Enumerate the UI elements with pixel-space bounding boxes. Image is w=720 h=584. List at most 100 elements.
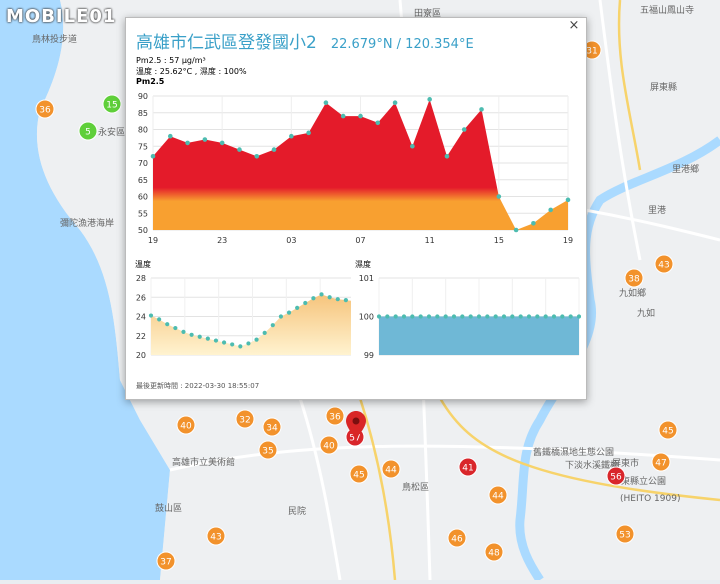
map-marker-value: 44 (492, 492, 504, 502)
pm25-point (358, 113, 363, 119)
humchart-point (443, 314, 448, 319)
map-marker[interactable]: 36 (35, 99, 55, 119)
map-marker[interactable]: 40 (319, 435, 339, 455)
highway-network (358, 0, 720, 581)
map-marker-value: 31 (586, 47, 597, 57)
map-marker-dot (624, 268, 644, 288)
humchart-point (551, 314, 557, 319)
tempchart-point (343, 298, 348, 303)
map-marker[interactable]: 15 (102, 94, 122, 114)
map-marker[interactable]: 45 (658, 420, 678, 440)
humchart-ytick: 100 (359, 313, 374, 322)
sensor-markers[interactable]: 36 15 5 43 40 31 32 43 38 37 34 35 57 36 40 41 44 45 44 56 4… (35, 40, 678, 571)
tempchart-point (238, 344, 243, 349)
humchart-point (510, 314, 515, 319)
map-marker-dot (381, 459, 401, 479)
map-label: 鳥松區 (402, 481, 429, 493)
close-icon[interactable]: × (568, 18, 580, 33)
map-marker[interactable]: 36 (325, 406, 345, 426)
pm25-ytick: 60 (138, 193, 148, 202)
tempchart-point (189, 332, 194, 337)
selected-station-pin[interactable] (346, 411, 366, 438)
pm25-point (254, 154, 260, 159)
map-marker-dot (319, 435, 339, 455)
map-label: 彌陀漁港海岸 (60, 217, 114, 229)
map-marker[interactable]: 37 (156, 551, 176, 571)
map-label: 屏東市 (612, 457, 639, 469)
map-marker-value: 38 (628, 275, 640, 285)
map-marker-dot (102, 94, 122, 114)
pm25-point (375, 120, 381, 126)
map-label: 九如 (637, 307, 655, 319)
humchart-area (379, 316, 579, 355)
tempchart-point (254, 337, 259, 342)
humchart-point (501, 314, 507, 319)
tempchart-point (213, 338, 219, 343)
tempchart-point (230, 342, 235, 347)
pm25-xtick: 11 (425, 236, 435, 245)
map-marker-value: 47 (655, 459, 666, 469)
pm25-point (271, 147, 277, 152)
map-marker[interactable]: 34 (262, 417, 282, 437)
map-marker-value: 36 (39, 106, 51, 116)
map-marker-value: 35 (262, 447, 273, 457)
map-marker[interactable]: 5 (78, 121, 98, 141)
station-popup: × 高雄市仁武區登發國小2 22.679°N / 120.354°E Pm2.5 … (125, 17, 587, 400)
popup-title: 高雄市仁武區登發國小2 22.679°N / 120.354°E (136, 28, 474, 53)
tempchart-ytick: 24 (136, 313, 146, 322)
pm25-point (410, 143, 415, 149)
pm25-point (479, 107, 484, 112)
map-label: (HEITO 1909) (620, 494, 680, 504)
pm25-ytick: 85 (138, 109, 148, 118)
map-label: 五福山鳳山寺 (640, 4, 694, 16)
tempchart-point (262, 330, 267, 335)
map-marker-value: 56 (610, 473, 622, 483)
pm25-ytick: 55 (138, 209, 148, 218)
pm25-chart: 50 55 60 65 70 75 80 85 90 19 23 03 07 11 15 19 (138, 92, 573, 245)
pm25-point (150, 154, 156, 159)
tempchart-ytick: 28 (136, 274, 146, 283)
tempchart-point (278, 314, 284, 319)
pm25-ytick: 65 (138, 176, 148, 185)
map-marker[interactable]: 56 (606, 466, 626, 486)
map-marker[interactable]: 38 (624, 268, 644, 288)
map-marker[interactable]: 44 (381, 459, 401, 479)
map-label: 下淡水溪鐵橋 (565, 459, 619, 471)
map-marker[interactable]: 41 (458, 457, 478, 477)
pm25-point (202, 137, 208, 142)
humchart-point (518, 314, 523, 319)
map-label: 里港鄉 (672, 163, 699, 175)
humchart-ytick: 101 (359, 274, 374, 283)
station-coords: 22.679°N / 120.354°E (330, 37, 474, 52)
tempchart-ytick: 26 (136, 293, 146, 302)
map-marker-value: 44 (385, 466, 397, 476)
map-marker[interactable]: 35 (258, 440, 278, 460)
map-marker-dot (658, 420, 678, 440)
map-marker[interactable]: 40 (176, 415, 196, 435)
humchart-point (543, 314, 548, 319)
map-marker-dot (262, 417, 282, 437)
humchart-point (568, 314, 573, 319)
map-marker[interactable]: 43 (206, 526, 226, 546)
map-marker-value: 45 (353, 471, 364, 481)
map-marker[interactable]: 44 (488, 485, 508, 505)
map-marker-value: 53 (619, 531, 630, 541)
map-marker[interactable]: 48 (484, 542, 504, 562)
tempchart-point (157, 317, 162, 322)
map-label: 屏東縣立公園 (612, 475, 666, 487)
tempchart-point (148, 313, 154, 318)
map-marker[interactable]: 53 (615, 524, 635, 544)
map-marker[interactable]: 46 (447, 528, 467, 548)
tempchart-point (319, 292, 324, 297)
pm25-point (531, 221, 536, 226)
pm25-ytick: 80 (138, 126, 148, 135)
map-marker[interactable]: 45 (349, 464, 369, 484)
map-marker[interactable]: 32 (235, 409, 255, 429)
temp-humidity-reading: 溫度 : 25.62°C , 濕度 : 100% (136, 66, 247, 76)
map-label: 鳥林投步道 (32, 33, 77, 45)
map-marker[interactable]: 47 (651, 452, 671, 472)
map-marker[interactable]: 43 (654, 254, 674, 274)
pm25-point (392, 100, 398, 105)
pm25-ytick: 50 (138, 226, 148, 235)
